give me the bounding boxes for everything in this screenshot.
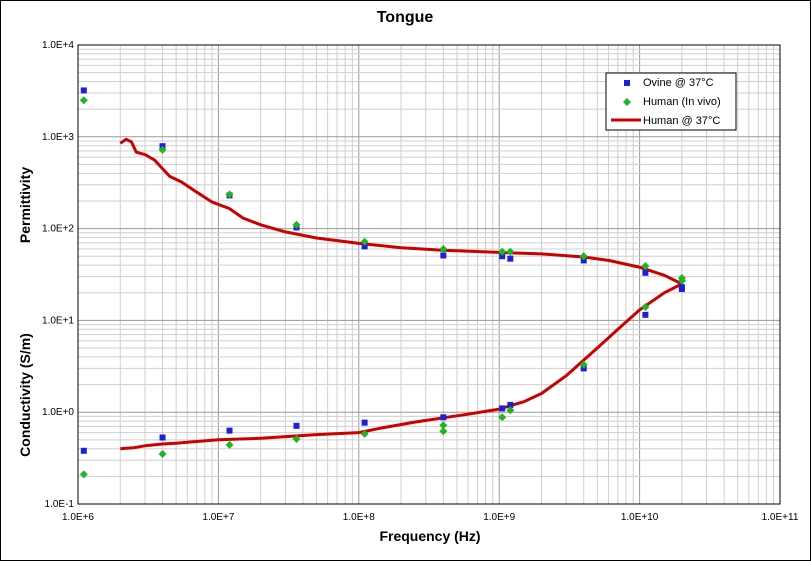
data-point-ovine: [226, 427, 233, 434]
data-point-human-in-vivo: [439, 427, 448, 436]
data-point-human-in-vivo: [641, 262, 650, 271]
data-point-human-in-vivo: [579, 252, 588, 261]
data-point-human-in-vivo: [439, 421, 448, 430]
data-point-human-in-vivo: [641, 302, 650, 311]
x-tick-labels: 1.0E+6 1.0E+7 1.0E+8 1.0E+9 1.0E+10 1.0E+11: [62, 512, 799, 523]
y-tick-label: 1.0E+4: [42, 40, 74, 51]
legend-entry-human-in-vivo: Human (In vivo): [643, 96, 721, 108]
x-tick-label: 1.0E+8: [343, 512, 375, 523]
y-tick-label: 1.0E+0: [42, 407, 74, 418]
x-tick-label: 1.0E+10: [621, 512, 659, 523]
legend-diamond-marker-icon: [623, 98, 631, 106]
y-tick-label: 1.0E+2: [42, 224, 74, 235]
data-point-ovine: [507, 255, 514, 262]
data-point-human-in-vivo: [225, 440, 234, 449]
y-tick-labels: 1.0E-1 1.0E+0 1.0E+1 1.0E+2 1.0E+3 1.0E+4: [42, 40, 74, 510]
y-axis-label-conductivity: Conductivity (S/m): [17, 333, 33, 457]
y-tick-label: 1.0E-1: [45, 499, 75, 510]
legend: Ovine @ 37°C Human (In vivo) Human @ 37°…: [605, 72, 737, 131]
data-point-human-in-vivo: [79, 470, 88, 479]
data-point-human-in-vivo: [292, 220, 301, 229]
data-point-human-in-vivo: [506, 406, 515, 415]
data-point-ovine: [293, 422, 300, 429]
data-point-human-in-vivo: [498, 247, 507, 256]
data-point-ovine: [361, 419, 368, 426]
x-tick-label: 1.0E+11: [762, 512, 799, 523]
data-point-ovine: [80, 87, 87, 94]
data-point-human-in-vivo: [158, 450, 167, 459]
plot-area-border: [77, 44, 781, 505]
x-tick-label: 1.0E+6: [62, 512, 94, 523]
legend-entry-human-37c: Human @ 37°C: [643, 115, 720, 127]
data-series: [79, 87, 686, 479]
y-tick-label: 1.0E+3: [42, 132, 74, 143]
legend-square-marker-icon: [624, 80, 630, 86]
data-point-ovine: [580, 257, 587, 264]
series-line-human-37c: [119, 137, 684, 451]
data-point-ovine: [440, 252, 447, 259]
data-point-ovine: [499, 253, 506, 260]
data-point-human-in-vivo: [225, 190, 234, 199]
data-point-ovine: [642, 311, 649, 318]
data-point-ovine: [80, 447, 87, 454]
data-point-ovine: [499, 405, 506, 412]
data-point-human-in-vivo: [360, 429, 369, 438]
data-point-human-in-vivo: [506, 247, 515, 256]
x-axis-label: Frequency (Hz): [379, 528, 480, 544]
data-point-ovine: [507, 401, 514, 408]
data-point-human-in-vivo: [439, 244, 448, 253]
data-point-human-in-vivo: [79, 96, 88, 105]
data-point-human-in-vivo: [292, 435, 301, 444]
legend-entry-ovine: Ovine @ 37°C: [643, 77, 714, 89]
data-point-human-in-vivo: [677, 276, 686, 285]
data-point-human-in-vivo: [360, 237, 369, 246]
data-point-ovine: [678, 284, 685, 291]
chart-title: Tongue: [377, 9, 434, 26]
data-point-ovine: [642, 269, 649, 276]
data-point-human-in-vivo: [158, 145, 167, 154]
x-tick-label: 1.0E+9: [483, 512, 515, 523]
y-axis-label-permittivity: Permittivity: [17, 167, 33, 243]
x-tick-label: 1.0E+7: [202, 512, 234, 523]
data-point-human-in-vivo: [579, 360, 588, 369]
y-tick-label: 1.0E+1: [42, 315, 74, 326]
data-point-ovine: [361, 243, 368, 250]
data-point-ovine: [440, 414, 447, 421]
data-point-ovine: [159, 434, 166, 441]
data-point-human-in-vivo: [498, 413, 507, 422]
